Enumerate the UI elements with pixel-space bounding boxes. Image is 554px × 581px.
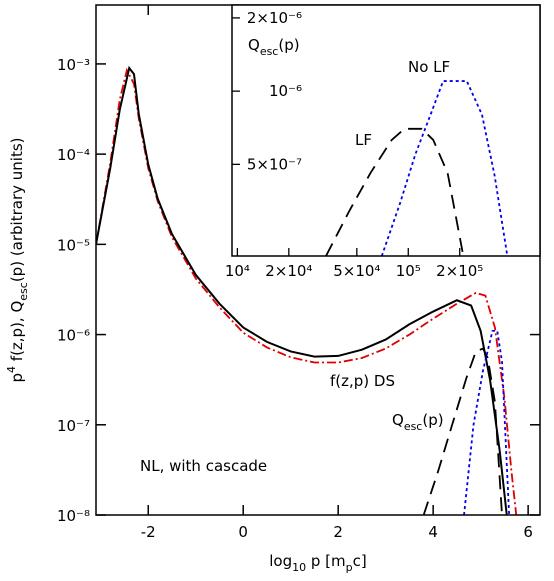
inset-background bbox=[232, 5, 540, 256]
annotation-part: f(z,p) DS bbox=[330, 372, 395, 390]
y-tick-label: 10⁻⁸ bbox=[57, 507, 90, 525]
inset-title-part: esc bbox=[260, 45, 279, 58]
annotation: Qesc(p) bbox=[392, 411, 444, 433]
data-line bbox=[380, 80, 509, 256]
y-axis-label-part: f(z,p), Q bbox=[8, 301, 26, 366]
y-tick-label: 10⁻⁷ bbox=[57, 417, 90, 435]
x-tick-label: 2 bbox=[333, 523, 343, 541]
inset-x-tick-label: 10⁵ bbox=[396, 262, 421, 280]
x-tick-label: 0 bbox=[238, 523, 248, 541]
y-tick-label: 10⁻⁶ bbox=[57, 327, 90, 345]
x-axis-label-part: c] bbox=[353, 552, 367, 570]
x-tick-label: -2 bbox=[141, 523, 156, 541]
inset-x-tick-label: 5×10⁴ bbox=[333, 262, 380, 280]
inset-title-part: Q bbox=[248, 36, 260, 54]
annotation: No LF bbox=[408, 58, 450, 76]
data-line bbox=[422, 347, 503, 515]
inset-x-tick-label: 10⁴ bbox=[225, 262, 250, 280]
y-tick-label: 10⁻³ bbox=[57, 56, 90, 74]
annotation-part: Q bbox=[392, 411, 404, 429]
annotation: LF bbox=[355, 131, 372, 149]
inset-y-tick-label: 2×10⁻⁶ bbox=[247, 9, 302, 27]
y-axis-label-part: (p) (arbitrary units) bbox=[8, 137, 26, 282]
x-axis-label-part: p [m bbox=[306, 552, 346, 570]
x-axis-label: log10 p [mpc] bbox=[269, 552, 367, 574]
y-axis-label-part: esc bbox=[17, 282, 30, 301]
x-axis-label-part: log bbox=[269, 552, 292, 570]
x-tick-label: 6 bbox=[523, 523, 533, 541]
inset-plot: 10⁴ 2×10⁴ 5×10⁴ 10⁵ 2×10⁵ 5×10⁻⁷ 10⁻⁶ 2×10⁻⁶ Qes… bbox=[225, 4, 541, 280]
annotation-part: No LF bbox=[408, 58, 450, 76]
inset-y-tick-label: 5×10⁻⁷ bbox=[247, 155, 302, 173]
data-line bbox=[96, 65, 508, 515]
data-line bbox=[325, 127, 465, 256]
x-tick-label: 4 bbox=[428, 523, 438, 541]
y-axis-label-part: p bbox=[8, 373, 26, 383]
main-plot: -2 0 2 4 6 10⁻⁸ 10⁻⁷ 10⁻⁶ 10⁻⁵ 10⁻⁴ 10⁻³ log10 p [m… bbox=[5, 4, 541, 574]
annotation-part: esc bbox=[404, 420, 423, 433]
y-tick-label: 10⁻⁵ bbox=[57, 236, 90, 254]
inset-x-tick-label: 2×10⁵ bbox=[436, 262, 483, 280]
inset-title: Qesc(p) bbox=[248, 36, 300, 58]
data-line bbox=[463, 329, 511, 515]
y-axis-label-part: 4 bbox=[5, 366, 18, 373]
x-axis-label-part: p bbox=[346, 561, 353, 574]
inset-frame bbox=[231, 4, 541, 257]
annotation-part: LF bbox=[355, 131, 372, 149]
y-tick-label: 10⁻⁴ bbox=[57, 146, 90, 164]
inset-y-tick-label: 10⁻⁶ bbox=[269, 82, 302, 100]
data-line bbox=[96, 67, 518, 515]
annotation-part: (p) bbox=[422, 411, 443, 429]
y-axis-label: p4 f(z,p), Qesc(p) (arbitrary units) bbox=[5, 137, 30, 382]
x-axis-label-part: 10 bbox=[292, 561, 306, 574]
annotation: NL, with cascade bbox=[140, 457, 267, 475]
inset-title-part: (p) bbox=[278, 36, 299, 54]
inset-x-tick-label: 2×10⁴ bbox=[265, 262, 312, 280]
annotation: f(z,p) DS bbox=[330, 372, 395, 390]
annotation-part: NL, with cascade bbox=[140, 457, 267, 475]
